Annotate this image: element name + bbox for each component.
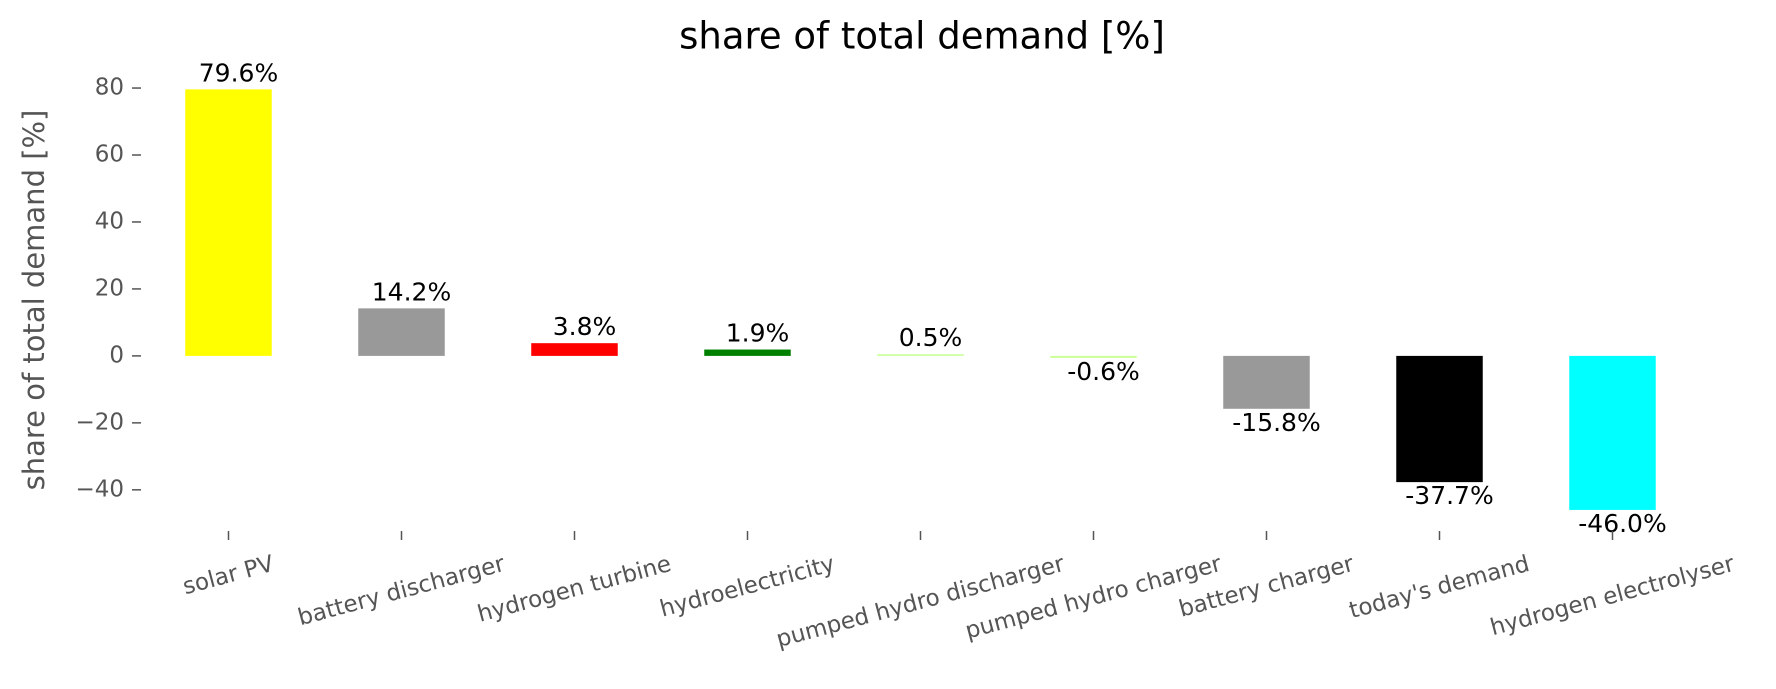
bar [358, 308, 445, 356]
y-tick-label: −20 [75, 409, 124, 435]
chart-title: share of total demand [%] [679, 15, 1165, 58]
y-axis-label: share of total demand [%] [17, 110, 51, 491]
x-tick-label: hydroelectricity [657, 551, 837, 623]
value-label: -0.6% [1067, 357, 1140, 386]
value-label: 1.9% [726, 319, 790, 348]
y-tick-label: 40 [95, 208, 124, 234]
bar [704, 349, 791, 356]
y-tick-label: 0 [109, 342, 124, 368]
bar [1569, 355, 1656, 510]
value-label: -15.8% [1232, 408, 1320, 437]
x-tick-label: hydrogen turbine [475, 551, 674, 628]
bar [877, 354, 964, 356]
y-tick-label: 60 [95, 142, 124, 168]
y-tick-label: 80 [95, 75, 124, 101]
value-label: 3.8% [553, 312, 617, 341]
value-label: 79.6% [199, 58, 278, 87]
x-tick-label: solar PV [180, 551, 277, 600]
value-label: -46.0% [1578, 509, 1666, 538]
bar [1223, 355, 1310, 409]
value-label: 14.2% [372, 277, 451, 306]
bar [185, 89, 272, 356]
bar [1396, 355, 1483, 483]
value-label: 0.5% [899, 323, 963, 352]
bar [531, 343, 618, 356]
value-label: -37.7% [1405, 481, 1493, 510]
x-tick-label: battery discharger [295, 551, 508, 631]
y-tick-label: 20 [95, 275, 124, 301]
y-tick-label: −40 [75, 476, 124, 502]
bar [1050, 355, 1137, 358]
